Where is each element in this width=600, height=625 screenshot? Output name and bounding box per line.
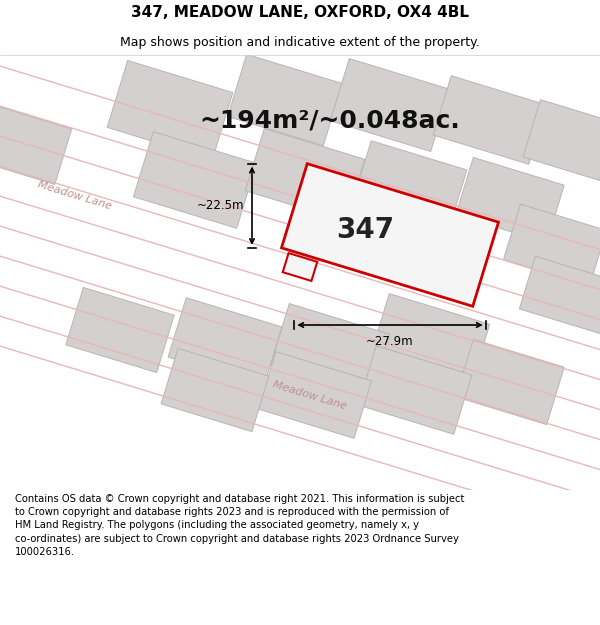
Polygon shape — [270, 304, 390, 396]
Text: ~194m²/~0.048ac.: ~194m²/~0.048ac. — [200, 108, 460, 132]
Text: 347: 347 — [336, 216, 394, 244]
Polygon shape — [523, 99, 600, 181]
Text: 347, MEADOW LANE, OXFORD, OX4 4BL: 347, MEADOW LANE, OXFORD, OX4 4BL — [131, 4, 469, 19]
Polygon shape — [456, 339, 564, 424]
Text: Map shows position and indicative extent of the property.: Map shows position and indicative extent… — [120, 36, 480, 49]
Polygon shape — [259, 352, 371, 438]
Polygon shape — [330, 59, 450, 151]
Polygon shape — [370, 294, 490, 386]
Polygon shape — [227, 54, 343, 146]
Polygon shape — [168, 298, 282, 386]
Polygon shape — [281, 164, 499, 306]
Polygon shape — [353, 141, 467, 229]
Polygon shape — [107, 61, 233, 159]
Polygon shape — [66, 288, 174, 372]
Text: ~22.5m: ~22.5m — [197, 199, 244, 212]
Polygon shape — [161, 348, 269, 432]
Polygon shape — [0, 106, 72, 184]
Polygon shape — [520, 256, 600, 334]
Text: Contains OS data © Crown copyright and database right 2021. This information is : Contains OS data © Crown copyright and d… — [15, 494, 464, 557]
Text: ~27.9m: ~27.9m — [366, 335, 414, 348]
Polygon shape — [456, 158, 564, 242]
Text: Meadow Lane: Meadow Lane — [272, 379, 348, 411]
Polygon shape — [503, 204, 600, 286]
Polygon shape — [358, 346, 472, 434]
Polygon shape — [283, 253, 317, 281]
Polygon shape — [245, 129, 365, 221]
Polygon shape — [133, 132, 257, 228]
Polygon shape — [433, 76, 547, 164]
Text: Meadow Lane: Meadow Lane — [37, 179, 113, 211]
